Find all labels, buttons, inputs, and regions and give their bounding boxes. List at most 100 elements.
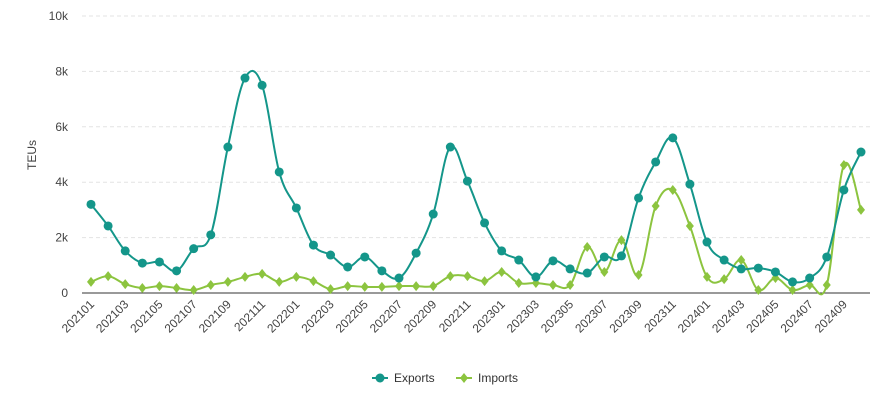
imports-point xyxy=(241,271,249,282)
imports-point xyxy=(514,278,523,289)
x-tick-label: 202109 xyxy=(196,297,234,335)
imports-point xyxy=(292,271,301,282)
legend: Exports Imports xyxy=(372,371,518,385)
imports-point xyxy=(857,204,865,215)
exports-point xyxy=(514,255,524,265)
y-tick-label: 2k xyxy=(55,231,69,245)
legend-label: Imports xyxy=(478,371,518,385)
imports-point xyxy=(822,279,831,290)
imports-point xyxy=(463,271,472,282)
imports-point xyxy=(703,271,711,282)
exports-point xyxy=(565,264,575,274)
exports-point xyxy=(668,133,678,143)
exports-point xyxy=(172,266,182,276)
imports-point xyxy=(429,281,438,292)
exports-point xyxy=(753,263,763,273)
imports-point xyxy=(788,284,797,295)
x-tick-label: 202203 xyxy=(298,297,336,335)
imports-point xyxy=(121,279,130,290)
legend-marker xyxy=(375,373,385,383)
exports-point xyxy=(651,157,661,167)
exports-point xyxy=(360,252,370,262)
exports-point xyxy=(634,193,644,203)
exports-point xyxy=(839,185,849,195)
x-tick-label: 202311 xyxy=(641,297,679,335)
y-tick-label: 6k xyxy=(55,120,69,134)
exports-point xyxy=(616,251,626,261)
x-tick-label: 202301 xyxy=(470,297,508,335)
imports-point xyxy=(549,279,557,290)
exports-point xyxy=(394,273,404,283)
imports-point xyxy=(412,281,421,292)
y-tick-label: 4k xyxy=(55,175,69,189)
x-tick-label: 202103 xyxy=(93,297,131,335)
imports-point xyxy=(138,283,147,294)
imports-point xyxy=(377,281,386,292)
exports-line xyxy=(90,69,862,284)
exports-point xyxy=(103,221,113,231)
imports-point xyxy=(685,220,694,231)
imports-point xyxy=(754,284,763,295)
exports-point xyxy=(822,252,832,262)
imports-point xyxy=(668,184,677,195)
exports-point xyxy=(736,264,746,274)
y-tick-label: 0 xyxy=(61,286,68,300)
exports-point xyxy=(343,262,353,272)
x-tick-label: 202307 xyxy=(572,297,610,335)
exports-point xyxy=(120,246,130,256)
x-axis: 2021012021032021052021072021092021112022… xyxy=(59,297,850,335)
imports-point xyxy=(600,266,609,277)
series-imports xyxy=(87,160,865,296)
x-tick-label: 202401 xyxy=(675,297,713,335)
imports-point xyxy=(155,281,164,292)
exports-point xyxy=(599,252,609,262)
imports-point xyxy=(446,271,455,282)
exports-point xyxy=(531,272,541,282)
legend-label: Exports xyxy=(394,371,435,385)
imports-point xyxy=(497,266,506,277)
imports-point xyxy=(206,279,215,290)
exports-point xyxy=(856,147,866,157)
exports-point xyxy=(223,142,233,152)
imports-point xyxy=(617,235,626,246)
imports-point xyxy=(737,255,746,266)
exports-point xyxy=(189,244,199,254)
exports-point xyxy=(206,230,216,240)
imports-point xyxy=(275,276,284,287)
exports-point xyxy=(291,203,301,213)
imports-point xyxy=(172,283,181,294)
exports-point xyxy=(770,267,780,277)
exports-point xyxy=(154,257,164,267)
imports-point xyxy=(360,281,369,292)
imports-point xyxy=(87,276,95,287)
imports-point xyxy=(566,279,575,290)
imports-point xyxy=(326,284,335,295)
exports-point xyxy=(702,237,712,247)
x-tick-label: 202201 xyxy=(264,297,302,335)
x-tick-label: 202303 xyxy=(504,297,542,335)
x-tick-label: 202407 xyxy=(778,297,816,335)
x-tick-label: 202309 xyxy=(606,297,644,335)
x-tick-label: 202305 xyxy=(538,297,576,335)
imports-point xyxy=(309,276,318,287)
exports-point xyxy=(240,73,250,83)
exports-point xyxy=(719,255,729,265)
imports-point xyxy=(651,201,660,212)
exports-point xyxy=(377,266,387,276)
x-tick-label: 202107 xyxy=(162,297,200,335)
x-tick-label: 202211 xyxy=(436,297,474,335)
exports-point xyxy=(548,256,558,266)
imports-point xyxy=(258,268,267,279)
x-tick-label: 202405 xyxy=(743,297,781,335)
legend-marker xyxy=(460,373,468,383)
y-tick-label: 8k xyxy=(55,64,69,78)
imports-point xyxy=(104,271,113,282)
series-exports xyxy=(86,69,866,287)
exports-point xyxy=(308,240,318,250)
exports-point xyxy=(86,199,96,209)
exports-point xyxy=(257,80,267,90)
imports-point xyxy=(839,160,848,171)
gridlines xyxy=(82,15,870,239)
y-tick-label: 10k xyxy=(49,9,69,23)
